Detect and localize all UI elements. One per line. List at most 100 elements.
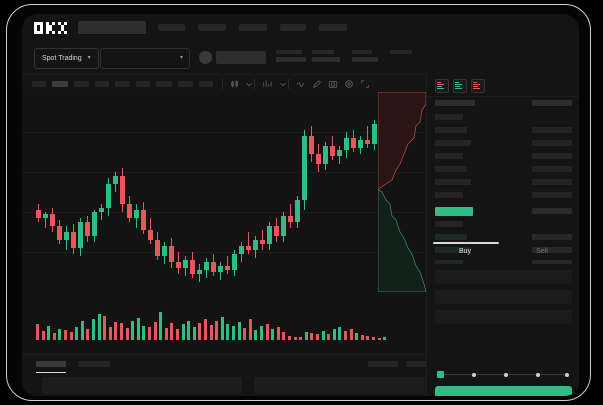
candle <box>260 92 265 292</box>
stat-24h-high-value <box>352 57 378 62</box>
tab-sell[interactable]: Sell <box>536 248 548 255</box>
volume-bar <box>304 332 308 340</box>
candlestick-chart-icon[interactable] <box>230 79 240 89</box>
timeframe-1d[interactable] <box>136 81 150 87</box>
timeframe-15m[interactable] <box>74 81 89 87</box>
indicators-icon[interactable] <box>262 79 272 89</box>
slider-stop-75[interactable] <box>536 372 540 377</box>
orderbook-ask-row-price[interactable] <box>435 153 463 159</box>
orderbook-ask-row-amount[interactable] <box>532 127 572 133</box>
slider-stop-50[interactable] <box>504 372 508 377</box>
orderbook-bid-row-amount[interactable] <box>532 247 572 253</box>
candle-body <box>155 240 160 256</box>
volume-bar <box>159 312 163 340</box>
orderbook-ask-row-amount[interactable] <box>532 166 572 172</box>
nav-item-3[interactable] <box>239 24 267 31</box>
buy-submit-button[interactable] <box>435 386 572 396</box>
spot-trading-dropdown[interactable]: Spot Trading ▾ <box>34 48 99 69</box>
timeframe-1w[interactable] <box>156 81 172 87</box>
candle-body <box>330 146 335 156</box>
orderbook-mode-both-icon[interactable] <box>435 79 449 93</box>
orderbook-bid-row-price[interactable] <box>435 234 467 240</box>
timeframe-4h[interactable] <box>115 81 130 87</box>
slider-stop-100[interactable] <box>565 372 569 377</box>
timeframe-1m[interactable] <box>32 81 46 87</box>
orderbook-bid-row-amount[interactable] <box>532 234 572 240</box>
timeframe-5m[interactable] <box>52 81 68 87</box>
orderbook-ask-row-amount[interactable] <box>532 140 572 146</box>
timeframe-extra[interactable] <box>199 81 213 87</box>
order-type-select[interactable] <box>435 270 572 284</box>
stat-last-price <box>276 50 306 62</box>
order-form <box>427 264 579 366</box>
timeframe-more[interactable] <box>178 81 193 87</box>
candle-body <box>253 240 258 250</box>
orderbook-ask-row-price[interactable] <box>435 114 463 120</box>
nav-item-4[interactable] <box>280 24 306 31</box>
orderbook-bid-row-amount[interactable] <box>532 260 572 266</box>
orders-tab-open[interactable] <box>36 361 66 367</box>
volume-bar <box>243 328 247 340</box>
volume-bar <box>136 318 140 340</box>
volume-bar <box>198 323 202 340</box>
orders-tab-history[interactable] <box>78 361 110 367</box>
camera-snapshot-icon[interactable] <box>328 79 338 89</box>
volume-bar <box>237 322 241 340</box>
volume-bar <box>288 336 291 340</box>
volume-bar <box>338 327 342 340</box>
indicators-chevron-icon[interactable] <box>278 79 288 89</box>
okx-logo[interactable] <box>34 22 70 34</box>
candle-body <box>295 200 300 222</box>
candle-wick <box>101 204 102 220</box>
orderbook-ask-row-amount[interactable] <box>532 179 572 185</box>
orderbook-ask-row-price[interactable] <box>435 192 463 198</box>
orderbook-ask-row-amount[interactable] <box>532 192 572 198</box>
orderbook-bid-row-price[interactable] <box>435 247 471 253</box>
volume-bar <box>58 329 62 340</box>
candle <box>50 92 55 292</box>
nav-item-1[interactable] <box>158 24 185 31</box>
spot-trading-label: Spot Trading <box>42 55 82 62</box>
candle <box>246 92 251 292</box>
orderbook-ask-row-price[interactable] <box>435 127 467 133</box>
timeframe-1h[interactable] <box>95 81 109 87</box>
slider-handle[interactable] <box>437 371 444 378</box>
toolbar-divider <box>254 79 255 89</box>
orderbook-bid-row-price[interactable] <box>435 221 463 227</box>
tab-buy[interactable]: Buy <box>458 248 472 255</box>
trading-pair-select[interactable]: ▾ <box>100 48 190 69</box>
orderbook-mode-buy-icon[interactable] <box>453 79 467 93</box>
candle-body <box>316 154 321 164</box>
slider-stop-25[interactable] <box>472 372 476 377</box>
candle <box>330 92 335 292</box>
orders-action-1[interactable] <box>368 361 398 367</box>
buy-tab-underline <box>433 242 499 244</box>
orders-action-2[interactable] <box>406 361 436 367</box>
amount-input[interactable] <box>435 310 572 324</box>
orderbook-ask-row-price[interactable] <box>435 179 471 185</box>
nav-search-skeleton[interactable] <box>78 21 146 34</box>
candle <box>351 92 356 292</box>
amount-percent-slider[interactable] <box>437 370 570 380</box>
orderbook-ask-row-price[interactable] <box>435 140 471 146</box>
nav-item-5[interactable] <box>319 24 347 31</box>
volume-chart <box>22 292 426 354</box>
volume-bar <box>36 324 39 340</box>
chart-type-chevron-icon[interactable] <box>244 79 254 89</box>
draw-pencil-icon[interactable] <box>312 79 322 89</box>
nav-item-2[interactable] <box>198 24 226 31</box>
orderbook-mode-sell-icon[interactable] <box>471 79 485 93</box>
candle <box>211 92 216 292</box>
volume-bar <box>355 333 359 340</box>
candle <box>155 92 160 292</box>
orderbook-bid-row-price[interactable] <box>435 260 463 266</box>
volume-bar <box>148 327 151 340</box>
candle <box>127 92 132 292</box>
line-tool-icon[interactable] <box>296 79 306 89</box>
chart-settings-icon[interactable] <box>344 79 354 89</box>
price-chart[interactable] <box>22 92 426 292</box>
orderbook-ask-row-amount[interactable] <box>532 153 572 159</box>
fullscreen-icon[interactable] <box>360 79 370 89</box>
price-input[interactable] <box>435 290 572 304</box>
orderbook-ask-row-price[interactable] <box>435 166 467 172</box>
